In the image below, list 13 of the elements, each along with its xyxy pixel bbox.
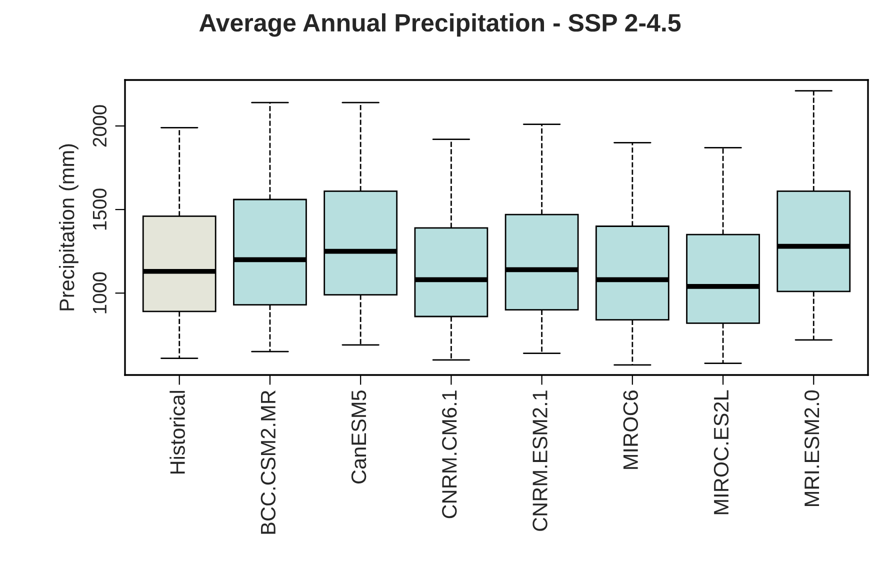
x-tick-label: CNRM.ESM2.1 (532, 390, 548, 531)
x-tick-label: Historical (170, 390, 185, 474)
x-tick-label: MIROC.ES2L (714, 390, 729, 514)
y-axis-title: Precipitation (mm) (58, 144, 78, 310)
y-tick-label: 2000 (92, 105, 107, 147)
x-tick-label: CNRM.CM6.1 (442, 390, 457, 518)
x-tick-label: BCC.CSM2.MR (260, 390, 276, 534)
x-tick-label: CanESM5 (351, 390, 366, 484)
y-tick-label: 1500 (92, 188, 107, 230)
y-tick-label: 1000 (92, 272, 107, 314)
chart-title: Average Annual Precipitation - SSP 2-4.5 (199, 13, 681, 37)
x-tick-label: MIROC6 (623, 390, 638, 469)
x-tick-label: MRI.ESM2.0 (804, 390, 820, 506)
